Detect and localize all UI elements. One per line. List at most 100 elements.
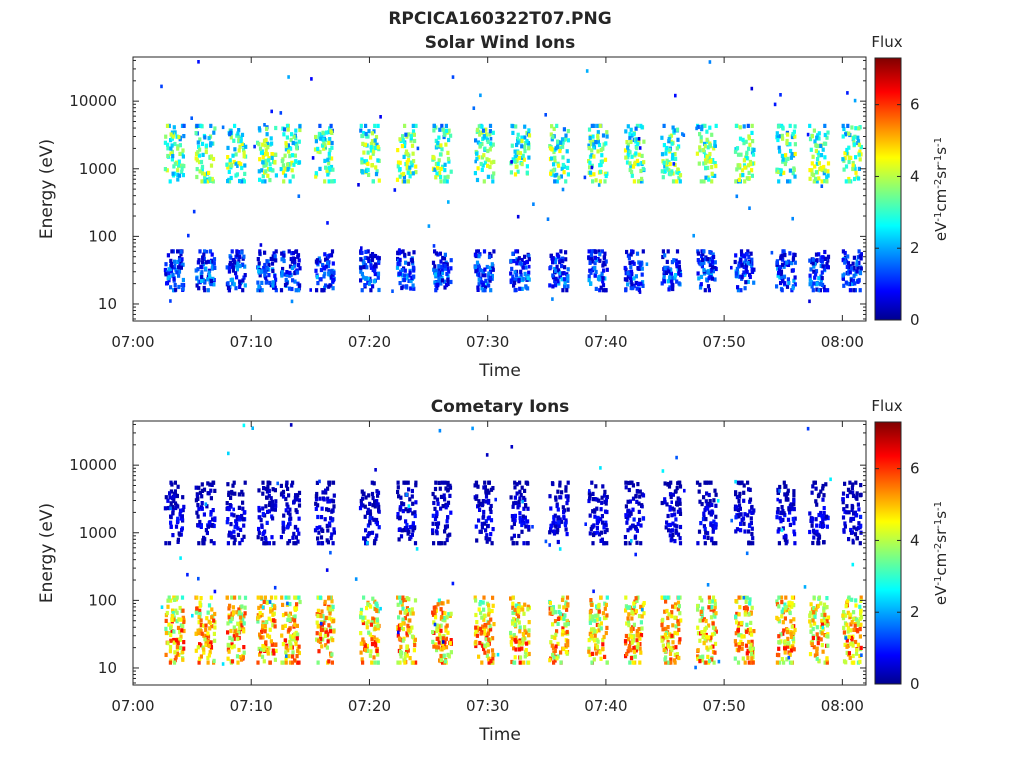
flux-cell — [271, 283, 275, 288]
flux-cell — [267, 488, 271, 493]
flux-cell — [208, 274, 212, 279]
flux-cell — [809, 147, 813, 152]
flux-cell — [713, 599, 717, 604]
flux-cell — [594, 651, 598, 656]
flux-cell — [489, 141, 493, 146]
flux-cell — [293, 632, 297, 637]
flux-cell — [631, 483, 635, 488]
flux-cell — [552, 149, 556, 155]
flux-cell — [847, 131, 851, 136]
flux-cell — [628, 135, 632, 141]
flux-cell — [597, 519, 601, 524]
flux-cell — [604, 141, 608, 146]
flux-cell — [564, 488, 568, 493]
flux-cell — [710, 632, 715, 637]
flux-cell — [271, 648, 275, 653]
flux-cell — [406, 480, 410, 485]
flux-cell — [179, 249, 183, 254]
flux-cell — [786, 132, 790, 137]
flux-cell — [526, 604, 530, 609]
flux-cell — [663, 481, 667, 486]
flux-cell — [264, 163, 268, 168]
flux-cell — [517, 620, 521, 625]
flux-cell — [714, 611, 718, 616]
flux-cell — [274, 249, 278, 254]
flux-cell — [603, 171, 607, 176]
flux-cell — [178, 137, 182, 142]
flux-cell — [566, 165, 570, 170]
flux-cell — [846, 91, 849, 95]
flux-cell — [242, 650, 246, 655]
flux-cell — [779, 256, 783, 261]
flux-cell — [321, 137, 325, 142]
flux-cell — [636, 521, 640, 527]
flux-cell — [556, 621, 560, 626]
flux-cell — [588, 531, 592, 536]
flux-cell — [413, 513, 417, 519]
flux-cell — [407, 261, 411, 266]
flux-cell — [594, 140, 598, 145]
flux-cell — [202, 512, 206, 517]
flux-cell — [663, 632, 667, 637]
flux-cell — [786, 156, 790, 161]
flux-cell — [233, 123, 237, 128]
flux-cell — [859, 152, 863, 157]
flux-cell — [633, 535, 637, 540]
flux-cell — [822, 267, 827, 272]
flux-cell — [207, 653, 211, 658]
flux-cell — [631, 260, 635, 265]
flux-cell — [557, 609, 561, 615]
flux-cell — [663, 657, 667, 662]
flux-cell — [590, 256, 594, 261]
flux-cell — [671, 179, 676, 184]
flux-cell — [400, 501, 404, 506]
flux-cell — [734, 123, 738, 128]
flux-cell — [197, 153, 202, 158]
flux-cell — [516, 132, 520, 137]
flux-cell — [482, 485, 486, 490]
flux-cell — [515, 611, 519, 616]
flux-cell — [232, 634, 236, 639]
flux-cell — [200, 167, 204, 172]
flux-cell — [706, 257, 710, 262]
flux-cell — [475, 156, 479, 161]
flux-cell — [437, 640, 441, 645]
flux-cell — [637, 137, 641, 141]
flux-cell — [171, 510, 175, 515]
flux-cell — [813, 262, 817, 267]
flux-cell — [232, 138, 236, 143]
flux-cell — [739, 257, 743, 262]
flux-cell — [699, 609, 703, 614]
flux-cell — [257, 126, 261, 131]
flux-cell — [408, 270, 412, 275]
flux-cell — [624, 641, 628, 646]
flux-cell — [487, 628, 491, 633]
flux-cell — [511, 130, 515, 135]
flux-cell — [285, 654, 288, 658]
flux-cell — [489, 160, 494, 165]
flux-cell — [395, 177, 400, 182]
flux-cell — [169, 480, 173, 485]
flux-cell — [182, 134, 186, 139]
flux-cell — [823, 132, 827, 138]
flux-cell — [260, 288, 264, 293]
flux-cell — [403, 268, 407, 273]
flux-cell — [265, 152, 269, 157]
flux-cell — [555, 264, 559, 269]
flux-cell — [601, 637, 605, 643]
flux-cell — [195, 606, 199, 611]
flux-cell — [483, 631, 487, 636]
flux-cell — [623, 277, 627, 282]
flux-cell — [370, 258, 375, 263]
flux-cell — [404, 519, 408, 524]
flux-cell — [323, 271, 327, 276]
flux-cell — [373, 499, 377, 504]
flux-cell — [664, 151, 668, 156]
flux-cell — [550, 124, 554, 129]
flux-cell — [196, 503, 200, 508]
flux-cell — [599, 507, 603, 512]
flux-cell — [592, 123, 596, 128]
flux-cell — [207, 619, 211, 624]
flux-cell — [272, 251, 276, 256]
